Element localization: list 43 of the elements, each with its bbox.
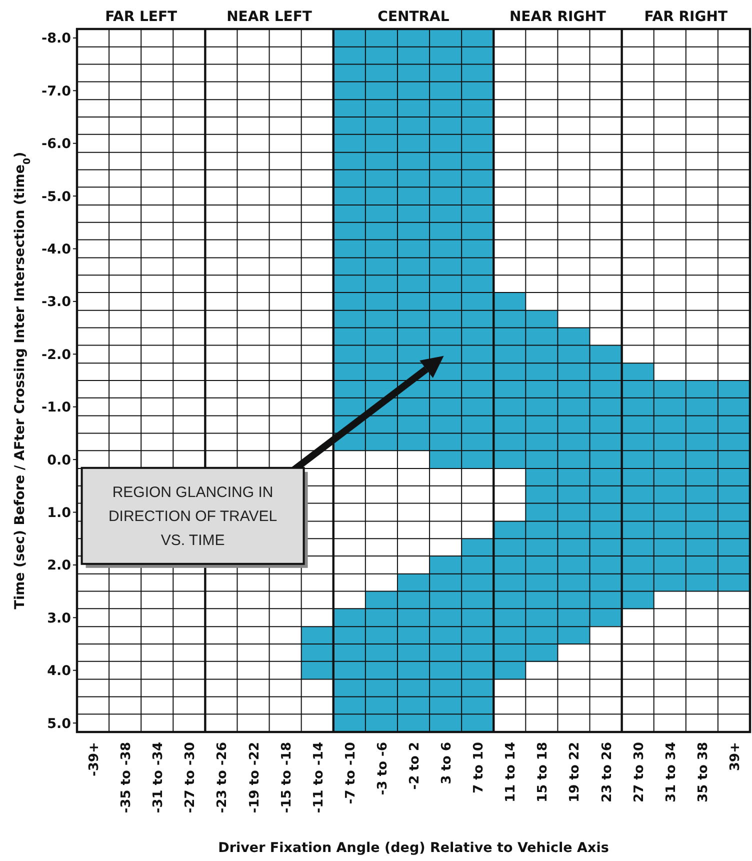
x-tick-label: 19 to 22	[568, 742, 583, 802]
x-tick-label: -39+	[87, 742, 102, 776]
x-tick-label: -11 to -14	[311, 742, 326, 814]
x-tick-label: -3 to -6	[375, 742, 390, 796]
x-tick-label: -31 to -34	[151, 742, 166, 814]
x-tick-label: 7 to 10	[472, 742, 487, 794]
x-tick-label: -23 to -26	[215, 742, 230, 814]
x-tick-label: 35 to 38	[696, 742, 711, 802]
x-tick-label: 15 to 18	[536, 742, 551, 802]
y-tick-label: 0.0	[47, 452, 71, 468]
x-tick-label: -15 to -18	[279, 742, 294, 814]
text: NEAR LEFT	[226, 9, 312, 25]
y-tick-label: 3.0	[47, 610, 71, 626]
y-tick-label: -8.0	[41, 30, 71, 47]
x-tick-label: 11 to 14	[504, 742, 519, 802]
y-tick-label: 5.0	[47, 716, 71, 732]
y-tick-label: -3.0	[41, 294, 71, 310]
y-tick-label: -1.0	[41, 400, 71, 416]
text: FAR LEFT	[105, 9, 178, 25]
y-tick-label: -4.0	[41, 241, 71, 258]
text: FAR RIGHT	[644, 9, 728, 25]
x-tick-label: 23 to 26	[600, 742, 615, 802]
x-tick-label: -7 to -10	[343, 742, 358, 804]
annotation: REGION GLANCING IN DIRECTION OF TRAVEL VS. TIME	[108, 484, 278, 550]
x-tick-label: -19 to -22	[247, 742, 262, 814]
y-tick-label: 2.0	[47, 558, 71, 574]
x-tick-label: -27 to -30	[183, 742, 198, 814]
y-tick-label: 1.0	[47, 504, 71, 521]
text: NEAR RIGHT	[509, 9, 606, 25]
x-tick-label: 27 to 30	[632, 742, 647, 802]
bar	[301, 626, 334, 680]
x-tick-label: -35 to -38	[119, 742, 134, 814]
x-tick-label: 3 to 6	[440, 742, 455, 784]
x-tick-label: 39+	[728, 742, 743, 771]
y-tick-label: -6.0	[41, 136, 71, 152]
x-tick-label: -2 to 2	[408, 742, 422, 790]
x-axis-title: Driver Fixation Angle (deg) Relative to Vehicle Axis	[218, 840, 609, 856]
y-tick-label: -5.0	[41, 188, 71, 205]
y-tick-label: -7.0	[41, 83, 71, 100]
x-tick-label: 31 to 34	[664, 742, 679, 802]
y-tick-label: -2.0	[41, 346, 71, 363]
text: CENTRAL	[378, 9, 450, 25]
y-tick-label: 4.0	[47, 663, 71, 680]
